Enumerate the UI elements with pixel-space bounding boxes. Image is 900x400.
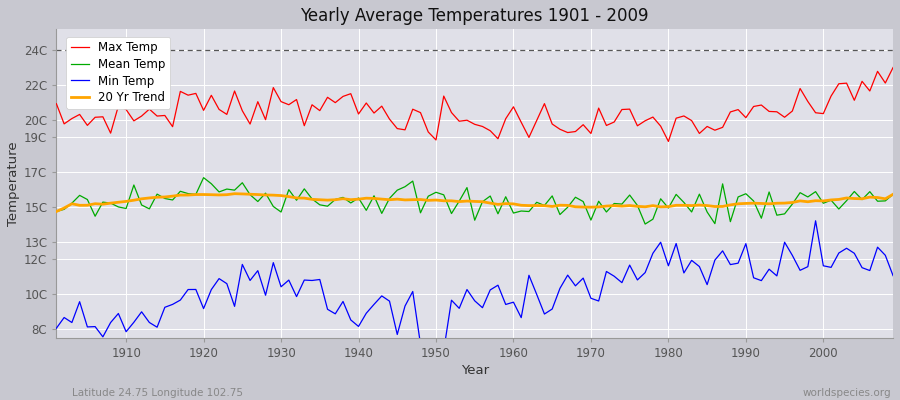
Min Temp	[810, 218, 821, 223]
Mean Temp	[516, 209, 526, 214]
Mean Temp	[51, 209, 62, 214]
20 Yr Trend	[230, 191, 240, 196]
Max Temp	[113, 104, 124, 108]
Max Temp	[284, 102, 294, 107]
Max Temp	[500, 116, 511, 121]
Min Temp	[284, 278, 294, 282]
Min Temp	[516, 315, 526, 320]
20 Yr Trend	[338, 196, 348, 201]
Max Temp	[508, 104, 519, 109]
20 Yr Trend	[608, 203, 619, 208]
Mean Temp	[508, 211, 519, 216]
Min Temp	[508, 300, 519, 304]
20 Yr Trend	[508, 202, 519, 206]
Min Temp	[887, 273, 898, 278]
Mean Temp	[887, 192, 898, 197]
Max Temp	[601, 123, 612, 128]
Mean Temp	[113, 204, 124, 209]
Max Temp	[51, 101, 62, 106]
Min Temp	[608, 274, 619, 279]
Min Temp	[330, 312, 341, 316]
20 Yr Trend	[516, 203, 526, 208]
Max Temp	[887, 65, 898, 70]
Line: Min Temp: Min Temp	[57, 221, 893, 351]
20 Yr Trend	[887, 192, 898, 197]
Max Temp	[663, 139, 674, 144]
Mean Temp	[198, 175, 209, 180]
20 Yr Trend	[51, 209, 62, 214]
X-axis label: Year: Year	[461, 364, 489, 377]
Mean Temp	[608, 201, 619, 206]
Mean Temp	[338, 195, 348, 200]
Title: Yearly Average Temperatures 1901 - 2009: Yearly Average Temperatures 1901 - 2009	[301, 7, 649, 25]
Text: worldspecies.org: worldspecies.org	[803, 388, 891, 398]
20 Yr Trend	[113, 200, 124, 205]
Line: Mean Temp: Mean Temp	[57, 178, 893, 224]
Line: Max Temp: Max Temp	[57, 68, 893, 142]
20 Yr Trend	[291, 196, 302, 200]
Min Temp	[423, 349, 434, 354]
Y-axis label: Temperature: Temperature	[7, 141, 20, 226]
Max Temp	[330, 100, 341, 105]
Legend: Max Temp, Mean Temp, Min Temp, 20 Yr Trend: Max Temp, Mean Temp, Min Temp, 20 Yr Tre…	[67, 37, 170, 109]
Text: Latitude 24.75 Longitude 102.75: Latitude 24.75 Longitude 102.75	[72, 388, 243, 398]
Mean Temp	[291, 198, 302, 203]
Line: 20 Yr Trend: 20 Yr Trend	[57, 194, 893, 212]
Mean Temp	[640, 222, 651, 226]
Min Temp	[113, 311, 124, 316]
Min Temp	[51, 326, 62, 331]
